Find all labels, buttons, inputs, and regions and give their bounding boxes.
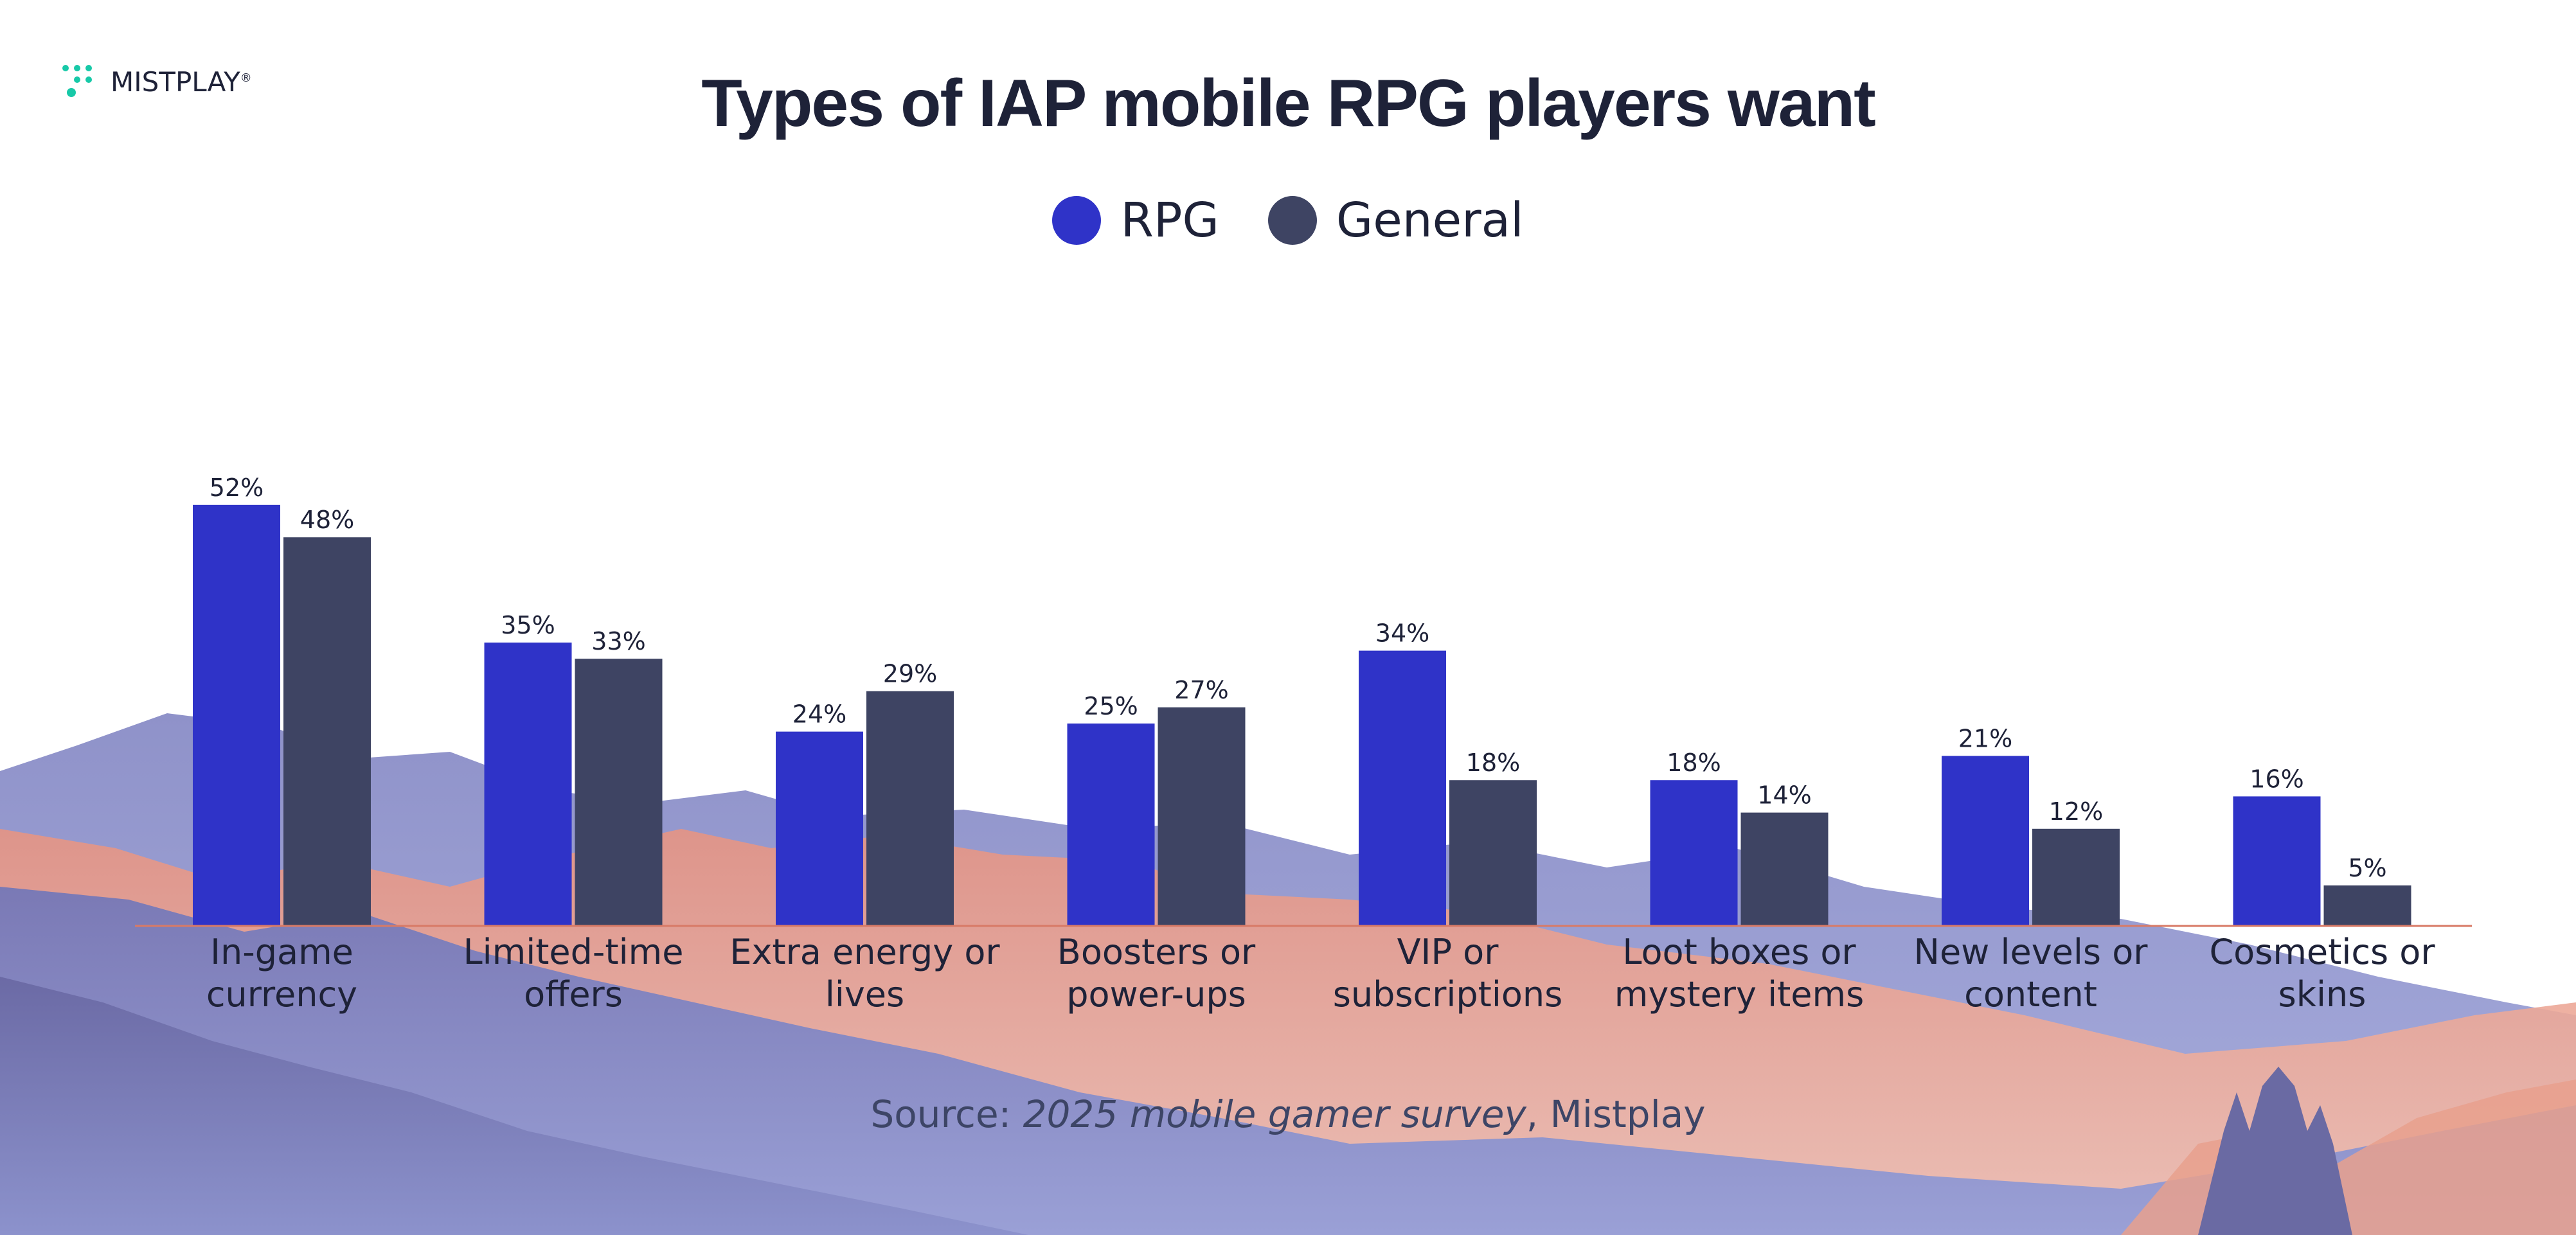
bar-general: [1158, 707, 1246, 926]
data-label-rpg: 52%: [210, 474, 264, 502]
data-label-general: 12%: [2049, 797, 2103, 826]
category-label: offers: [524, 974, 623, 1015]
data-label-general: 33%: [591, 627, 645, 655]
category-label: lives: [825, 974, 904, 1015]
bar-general: [283, 537, 371, 926]
category-label: Loot boxes or: [1622, 932, 1856, 972]
data-label-rpg: 21%: [1958, 724, 2012, 752]
chart-legend: RPG General: [0, 193, 2576, 248]
category-label: Limited-time: [463, 932, 684, 972]
bar-general: [2032, 828, 2120, 926]
category-label: mystery items: [1614, 974, 1865, 1015]
bar-rpg: [1650, 780, 1738, 926]
data-label-general: 14%: [1757, 781, 1811, 810]
category-label: subscriptions: [1333, 974, 1563, 1015]
bar-rpg: [1359, 650, 1446, 926]
category-label: currency: [206, 974, 357, 1015]
data-label-rpg: 18%: [1667, 749, 1721, 777]
bar-rpg: [193, 504, 280, 926]
category-label: power-ups: [1066, 974, 1246, 1015]
bar-rpg: [776, 731, 863, 926]
category-label: New levels or: [1914, 932, 2149, 972]
category-label: Extra energy or: [729, 932, 1000, 972]
brand-name: MISTPLAY®: [111, 66, 252, 98]
bar-general: [2323, 885, 2411, 926]
legend-item-general: General: [1267, 193, 1524, 248]
data-label-general: 18%: [1466, 749, 1520, 777]
bar-rpg: [1067, 724, 1155, 926]
category-label: Boosters or: [1057, 932, 1256, 972]
bar-general: [1740, 812, 1829, 926]
source-note: Source: 2025 mobile gamer survey, Mistpl…: [870, 1092, 1706, 1136]
data-label-general: 29%: [883, 660, 937, 688]
bar-rpg: [484, 643, 572, 926]
bar-rpg: [2233, 796, 2321, 926]
legend-label-general: General: [1336, 193, 1524, 248]
brand-logo: MISTPLAY®: [62, 64, 252, 99]
category-label: Cosmetics or: [2209, 932, 2435, 972]
bar-general: [575, 659, 663, 926]
category-label: VIP or: [1397, 932, 1499, 972]
bar-rpg: [1942, 756, 2029, 926]
category-label: skins: [2278, 974, 2366, 1015]
legend-label-rpg: RPG: [1120, 193, 1219, 248]
mistplay-dots-icon: [62, 65, 92, 97]
legend-item-rpg: RPG: [1052, 193, 1219, 248]
category-label: content: [1964, 974, 2097, 1015]
chart-title: Types of IAP mobile RPG players want: [701, 66, 1876, 141]
data-label-rpg: 34%: [1375, 619, 1429, 648]
data-label-rpg: 25%: [1084, 692, 1138, 720]
legend-swatch-rpg: [1052, 196, 1102, 245]
data-label-rpg: 16%: [2250, 765, 2303, 793]
data-label-general: 48%: [300, 506, 354, 534]
legend-swatch-general: [1267, 196, 1317, 245]
bar-general: [866, 691, 954, 926]
bar-general: [1449, 780, 1537, 926]
data-label-rpg: 24%: [792, 700, 846, 729]
data-label-rpg: 35%: [501, 611, 555, 639]
data-label-general: 27%: [1174, 676, 1228, 704]
data-label-general: 5%: [2348, 854, 2386, 882]
category-label: In-game: [210, 932, 353, 972]
